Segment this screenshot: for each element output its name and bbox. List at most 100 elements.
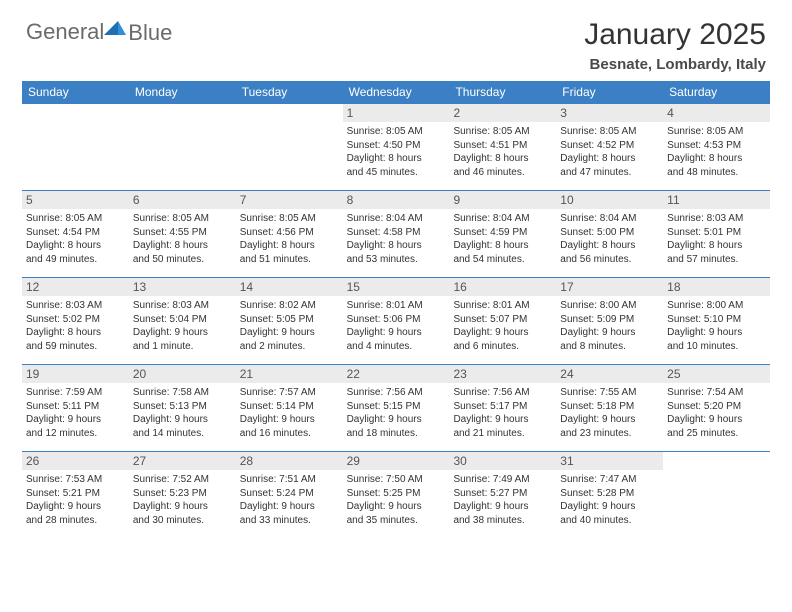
day-sunset: Sunset: 5:00 PM bbox=[558, 226, 661, 240]
day-d2: and 38 minutes. bbox=[451, 514, 554, 528]
day-number: 14 bbox=[236, 278, 343, 296]
day-d1: Daylight: 9 hours bbox=[451, 326, 554, 340]
day-number: 11 bbox=[663, 191, 770, 209]
day-cell: 30Sunrise: 7:49 AMSunset: 5:27 PMDayligh… bbox=[449, 452, 556, 538]
day-cell: 18Sunrise: 8:00 AMSunset: 5:10 PMDayligh… bbox=[663, 278, 770, 364]
day-d1: Daylight: 8 hours bbox=[345, 152, 448, 166]
empty-day-cell bbox=[129, 104, 236, 190]
day-d2: and 2 minutes. bbox=[238, 340, 341, 354]
day-d2: and 45 minutes. bbox=[345, 166, 448, 180]
day-sunrise: Sunrise: 7:55 AM bbox=[558, 386, 661, 400]
day-d2: and 35 minutes. bbox=[345, 514, 448, 528]
day-cell: 9Sunrise: 8:04 AMSunset: 4:59 PMDaylight… bbox=[449, 191, 556, 277]
day-cell: 5Sunrise: 8:05 AMSunset: 4:54 PMDaylight… bbox=[22, 191, 129, 277]
day-sunrise: Sunrise: 7:50 AM bbox=[345, 473, 448, 487]
day-d1: Daylight: 8 hours bbox=[665, 152, 768, 166]
day-d2: and 28 minutes. bbox=[24, 514, 127, 528]
day-number: 15 bbox=[343, 278, 450, 296]
day-sunset: Sunset: 5:07 PM bbox=[451, 313, 554, 327]
day-cell: 31Sunrise: 7:47 AMSunset: 5:28 PMDayligh… bbox=[556, 452, 663, 538]
day-cell: 12Sunrise: 8:03 AMSunset: 5:02 PMDayligh… bbox=[22, 278, 129, 364]
day-d1: Daylight: 8 hours bbox=[451, 152, 554, 166]
day-number: 13 bbox=[129, 278, 236, 296]
logo: General Blue bbox=[26, 18, 172, 46]
day-d2: and 50 minutes. bbox=[131, 253, 234, 267]
day-sunrise: Sunrise: 8:05 AM bbox=[131, 212, 234, 226]
day-number: 17 bbox=[556, 278, 663, 296]
day-sunset: Sunset: 4:51 PM bbox=[451, 139, 554, 153]
day-number: 27 bbox=[129, 452, 236, 470]
empty-day-cell bbox=[236, 104, 343, 190]
day-sunset: Sunset: 4:56 PM bbox=[238, 226, 341, 240]
day-number: 29 bbox=[343, 452, 450, 470]
day-d1: Daylight: 9 hours bbox=[451, 413, 554, 427]
day-d2: and 33 minutes. bbox=[238, 514, 341, 528]
day-sunrise: Sunrise: 8:03 AM bbox=[24, 299, 127, 313]
day-sunrise: Sunrise: 7:58 AM bbox=[131, 386, 234, 400]
day-d2: and 30 minutes. bbox=[131, 514, 234, 528]
day-number: 21 bbox=[236, 365, 343, 383]
day-d2: and 16 minutes. bbox=[238, 427, 341, 441]
day-sunset: Sunset: 4:59 PM bbox=[451, 226, 554, 240]
day-number: 20 bbox=[129, 365, 236, 383]
day-number: 12 bbox=[22, 278, 129, 296]
weekday-header-cell: Thursday bbox=[449, 81, 556, 103]
month-title: January 2025 bbox=[584, 18, 766, 52]
day-cell: 22Sunrise: 7:56 AMSunset: 5:15 PMDayligh… bbox=[343, 365, 450, 451]
day-cell: 1Sunrise: 8:05 AMSunset: 4:50 PMDaylight… bbox=[343, 104, 450, 190]
day-sunrise: Sunrise: 8:02 AM bbox=[238, 299, 341, 313]
day-sunrise: Sunrise: 7:59 AM bbox=[24, 386, 127, 400]
day-sunset: Sunset: 4:55 PM bbox=[131, 226, 234, 240]
day-sunrise: Sunrise: 8:05 AM bbox=[665, 125, 768, 139]
day-sunset: Sunset: 5:28 PM bbox=[558, 487, 661, 501]
logo-blue: Blue bbox=[128, 20, 172, 46]
location: Besnate, Lombardy, Italy bbox=[584, 56, 766, 73]
day-d2: and 53 minutes. bbox=[345, 253, 448, 267]
day-cell: 19Sunrise: 7:59 AMSunset: 5:11 PMDayligh… bbox=[22, 365, 129, 451]
day-d2: and 47 minutes. bbox=[558, 166, 661, 180]
day-sunrise: Sunrise: 8:05 AM bbox=[238, 212, 341, 226]
day-d1: Daylight: 8 hours bbox=[24, 326, 127, 340]
day-number: 2 bbox=[449, 104, 556, 122]
day-sunrise: Sunrise: 7:52 AM bbox=[131, 473, 234, 487]
day-sunrise: Sunrise: 7:56 AM bbox=[345, 386, 448, 400]
day-cell: 23Sunrise: 7:56 AMSunset: 5:17 PMDayligh… bbox=[449, 365, 556, 451]
day-cell: 13 Sunrise: 8:03 AMSunset: 5:04 PMDayligh… bbox=[129, 278, 236, 364]
day-sunset: Sunset: 5:09 PM bbox=[558, 313, 661, 327]
day-sunset: Sunset: 4:58 PM bbox=[345, 226, 448, 240]
day-d2: and 21 minutes. bbox=[451, 427, 554, 441]
day-sunrise: Sunrise: 8:03 AM bbox=[131, 299, 234, 313]
empty-day-cell bbox=[663, 452, 770, 538]
day-cell: 2Sunrise: 8:05 AMSunset: 4:51 PMDaylight… bbox=[449, 104, 556, 190]
day-d1: Daylight: 9 hours bbox=[131, 326, 234, 340]
day-cell: 11Sunrise: 8:03 AMSunset: 5:01 PMDayligh… bbox=[663, 191, 770, 277]
day-number: 4 bbox=[663, 104, 770, 122]
day-d1: Daylight: 9 hours bbox=[345, 500, 448, 514]
week-row: 12Sunrise: 8:03 AMSunset: 5:02 PMDayligh… bbox=[22, 277, 770, 364]
weekday-header-cell: Saturday bbox=[663, 81, 770, 103]
logo-general: General bbox=[26, 19, 104, 44]
day-sunrise: Sunrise: 8:05 AM bbox=[558, 125, 661, 139]
day-d1: Daylight: 9 hours bbox=[665, 413, 768, 427]
day-d2: and 51 minutes. bbox=[238, 253, 341, 267]
day-d2: and 6 minutes. bbox=[451, 340, 554, 354]
day-sunrise: Sunrise: 8:01 AM bbox=[345, 299, 448, 313]
day-cell: 16Sunrise: 8:01 AMSunset: 5:07 PMDayligh… bbox=[449, 278, 556, 364]
day-cell: 3Sunrise: 8:05 AMSunset: 4:52 PMDaylight… bbox=[556, 104, 663, 190]
day-cell: 25Sunrise: 7:54 AMSunset: 5:20 PMDayligh… bbox=[663, 365, 770, 451]
day-d2: and 10 minutes. bbox=[665, 340, 768, 354]
day-number: 5 bbox=[22, 191, 129, 209]
week-row: 5Sunrise: 8:05 AMSunset: 4:54 PMDaylight… bbox=[22, 190, 770, 277]
day-sunrise: Sunrise: 8:01 AM bbox=[451, 299, 554, 313]
day-cell: 14Sunrise: 8:02 AMSunset: 5:05 PMDayligh… bbox=[236, 278, 343, 364]
day-sunrise: Sunrise: 8:03 AM bbox=[665, 212, 768, 226]
day-sunset: Sunset: 5:04 PM bbox=[131, 313, 234, 327]
day-sunrise: Sunrise: 7:49 AM bbox=[451, 473, 554, 487]
day-sunset: Sunset: 5:23 PM bbox=[131, 487, 234, 501]
day-d1: Daylight: 8 hours bbox=[345, 239, 448, 253]
day-sunrise: Sunrise: 8:04 AM bbox=[451, 212, 554, 226]
day-number: 6 bbox=[129, 191, 236, 209]
week-row: 1Sunrise: 8:05 AMSunset: 4:50 PMDaylight… bbox=[22, 103, 770, 190]
week-row: 26Sunrise: 7:53 AMSunset: 5:21 PMDayligh… bbox=[22, 451, 770, 538]
day-sunrise: Sunrise: 7:56 AM bbox=[451, 386, 554, 400]
